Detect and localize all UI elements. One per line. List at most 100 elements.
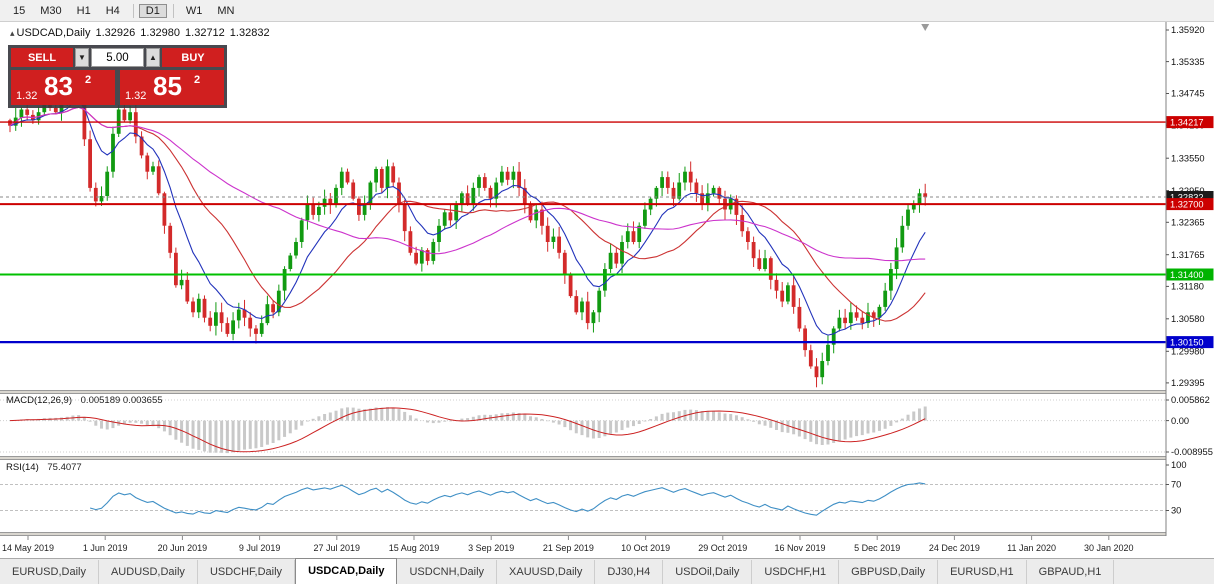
chart-tab-eurusd-h1[interactable]: EURUSD,H1	[938, 560, 1027, 584]
candle-body	[357, 198, 361, 215]
candle-body	[528, 204, 533, 221]
timeframe-button-h1[interactable]: H1	[76, 4, 91, 17]
candle-body	[53, 107, 58, 113]
candle-body	[99, 196, 104, 202]
timeframe-button-h4[interactable]: H4	[105, 4, 120, 17]
toolbar-separator	[172, 3, 174, 18]
candle-body	[225, 323, 230, 334]
date-label: 3 Sep 2019	[468, 543, 514, 553]
chart-tab-dj30-h4[interactable]: DJ30,H4	[595, 560, 664, 584]
candle-body	[889, 269, 893, 291]
chart-canvas[interactable]: 1.359201.353351.347451.341601.335501.329…	[0, 22, 1214, 558]
chart-tab-audusd-daily[interactable]: AUDUSD,Daily	[99, 560, 198, 584]
candle-body	[568, 274, 573, 297]
buy-price-sup: 2	[194, 74, 201, 86]
candle-body	[276, 290, 281, 313]
candle-body	[179, 279, 184, 286]
candle-body	[191, 301, 195, 313]
date-label: 9 Jul 2019	[239, 543, 281, 553]
candle-body	[488, 187, 493, 199]
price-tick-label: 1.33550	[1171, 153, 1205, 163]
price-badge	[1166, 198, 1214, 211]
ohlc-low: 1.32712	[185, 27, 225, 39]
buy-price-box[interactable]: 1.32 85 2	[120, 70, 224, 105]
chart-tab-usdcnh-daily[interactable]: USDCNH,Daily	[397, 560, 498, 584]
chart-tab-usdoil-daily[interactable]: USDOil,Daily	[663, 560, 753, 584]
candle-body	[906, 209, 910, 226]
candle-body	[214, 312, 218, 326]
candle-body	[780, 290, 785, 302]
chart-region[interactable]: 1.359201.353351.347451.341601.335501.329…	[0, 22, 1214, 558]
date-label: 27 Jul 2019	[314, 543, 361, 553]
buy-price-big: 85	[153, 71, 182, 101]
price-tick-label: 1.35920	[1171, 25, 1205, 35]
candle-body	[271, 304, 275, 313]
symbol-label: USDCAD,Daily	[16, 27, 91, 39]
lot-decrease-icon[interactable]: ▼	[75, 48, 89, 67]
price-tick-label: 1.32950	[1171, 186, 1205, 196]
candle-body	[534, 209, 539, 221]
candle-body	[8, 120, 12, 126]
chart-tab-usdchf-h1[interactable]: USDCHF,H1	[752, 560, 840, 584]
timeframe-button-d1[interactable]: D1	[138, 3, 167, 18]
sell-price-prefix: 1.32	[16, 90, 38, 102]
sell-button[interactable]: SELL	[11, 48, 73, 67]
chart-tab-eurusd-daily[interactable]: EURUSD,Daily	[0, 560, 99, 584]
timeframe-button-m30[interactable]: M30	[40, 4, 62, 17]
price-tick-label: 1.35335	[1171, 57, 1205, 67]
candle-body	[168, 225, 173, 253]
date-label: 21 Sep 2019	[543, 543, 594, 553]
rsi-tick-label: 30	[1171, 506, 1181, 516]
candle-body	[299, 220, 304, 242]
candle-body	[500, 171, 504, 183]
candle-body	[248, 317, 253, 329]
candle-body	[694, 182, 699, 194]
candle-body	[454, 204, 459, 221]
sell-price-big: 83	[44, 71, 73, 101]
candle-body	[397, 182, 401, 205]
candle-body	[700, 193, 704, 205]
price-badge-label: 1.34217	[1170, 118, 1204, 128]
buy-button[interactable]: BUY	[162, 48, 224, 67]
one-click-trade-panel: SELL ▼ ▲ BUY 1.32 83 2 1.32 85 2	[8, 45, 227, 108]
candle-body	[854, 312, 859, 318]
candle-body	[683, 171, 687, 183]
candle-body	[334, 187, 338, 205]
price-badge	[1166, 268, 1214, 281]
candle-body	[385, 166, 390, 188]
candle-body	[705, 193, 710, 205]
candle-body	[242, 309, 247, 318]
rsi-line	[89, 482, 926, 516]
rsi-label: RSI(14) 75.4077	[6, 462, 82, 473]
ma-mid-line	[9, 106, 926, 322]
candle-body	[768, 258, 773, 280]
candle-body	[139, 136, 144, 156]
chart-tab-gbpaud-h1[interactable]: GBPAUD,H1	[1027, 560, 1115, 584]
timeframe-button-mn[interactable]: MN	[217, 4, 235, 17]
lot-size-input[interactable]	[91, 48, 144, 67]
candle-body	[900, 225, 905, 248]
timeframe-button-w1[interactable]: W1	[185, 4, 203, 17]
candle-body	[379, 169, 384, 188]
candle-body	[826, 344, 830, 361]
panel-splitter	[0, 390, 1214, 394]
date-label: 11 Jan 2020	[1007, 543, 1056, 553]
date-label: 24 Dec 2019	[929, 543, 980, 553]
candle-body	[677, 182, 682, 199]
rsi-value: 75.4077	[47, 462, 82, 473]
candle-body	[746, 231, 750, 242]
sell-price-sup: 2	[85, 74, 92, 86]
chart-tab-gbpusd-daily[interactable]: GBPUSD,Daily	[839, 560, 939, 584]
timeframe-button-15[interactable]: 15	[13, 4, 26, 17]
timeframe-toolbar: 15 M30 H1 H4 D1 W1 MN	[0, 0, 1214, 22]
price-tick-label: 1.31180	[1171, 282, 1204, 292]
chart-tab-usdchf-daily[interactable]: USDCHF,Daily	[198, 560, 296, 584]
chart-tab-xauusd-daily[interactable]: XAUUSD,Daily	[497, 560, 596, 584]
price-badge-label: 1.31400	[1170, 270, 1204, 280]
candle-body	[551, 236, 556, 242]
sell-price-box[interactable]: 1.32 83 2	[11, 70, 115, 105]
price-scale-background	[1166, 22, 1214, 558]
candle-body	[431, 242, 436, 261]
chart-tab-usdcad-daily[interactable]: USDCAD,Daily	[295, 558, 398, 584]
lot-increase-icon[interactable]: ▲	[146, 48, 160, 67]
